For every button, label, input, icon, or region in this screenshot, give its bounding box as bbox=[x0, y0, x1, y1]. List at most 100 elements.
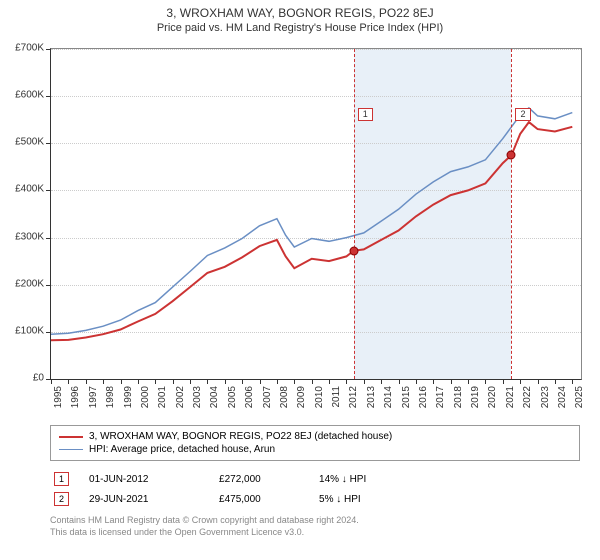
legend-row: 3, WROXHAM WAY, BOGNOR REGIS, PO22 8EJ (… bbox=[59, 430, 571, 443]
legend-swatch bbox=[59, 449, 83, 451]
legend-swatch bbox=[59, 436, 83, 438]
x-axis-label: 2025 bbox=[574, 386, 585, 408]
x-tick bbox=[416, 379, 417, 384]
legend-and-footer: 3, WROXHAM WAY, BOGNOR REGIS, PO22 8EJ (… bbox=[50, 425, 580, 538]
y-tick bbox=[46, 238, 51, 239]
legend-label: 3, WROXHAM WAY, BOGNOR REGIS, PO22 8EJ (… bbox=[89, 431, 392, 442]
x-axis-label: 2007 bbox=[262, 386, 273, 408]
sale-id-box: 1 bbox=[54, 472, 69, 486]
x-axis-label: 2016 bbox=[418, 386, 429, 408]
x-tick bbox=[242, 379, 243, 384]
x-axis-label: 2015 bbox=[401, 386, 412, 408]
series-property bbox=[51, 122, 572, 340]
legend-label: HPI: Average price, detached house, Arun bbox=[89, 444, 275, 455]
x-tick bbox=[103, 379, 104, 384]
y-axis-label: £300K bbox=[15, 231, 44, 242]
x-tick bbox=[399, 379, 400, 384]
sale-id-box: 2 bbox=[54, 492, 69, 506]
sale-point bbox=[507, 151, 516, 160]
x-tick bbox=[503, 379, 504, 384]
y-tick bbox=[46, 332, 51, 333]
x-axis-label: 1997 bbox=[88, 386, 99, 408]
x-tick bbox=[121, 379, 122, 384]
x-tick bbox=[555, 379, 556, 384]
y-tick bbox=[46, 285, 51, 286]
x-axis-label: 2021 bbox=[505, 386, 516, 408]
sale-label-box: 1 bbox=[358, 108, 373, 121]
footer-line1: Contains HM Land Registry data © Crown c… bbox=[50, 515, 580, 527]
legend-row: HPI: Average price, detached house, Arun bbox=[59, 443, 571, 456]
footer-line2: This data is licensed under the Open Gov… bbox=[50, 527, 580, 539]
x-tick bbox=[68, 379, 69, 384]
y-tick bbox=[46, 49, 51, 50]
x-tick bbox=[346, 379, 347, 384]
sales-table: 1 01-JUN-2012£272,00014% ↓ HPI 2 29-JUN-202… bbox=[50, 469, 580, 509]
y-axis-label: £600K bbox=[15, 90, 44, 101]
x-tick bbox=[294, 379, 295, 384]
sale-price: £272,000 bbox=[219, 474, 319, 485]
y-axis-label: £500K bbox=[15, 137, 44, 148]
x-tick bbox=[225, 379, 226, 384]
x-axis-label: 2018 bbox=[453, 386, 464, 408]
y-axis-label: £700K bbox=[15, 43, 44, 54]
y-tick bbox=[46, 190, 51, 191]
x-axis-label: 2001 bbox=[157, 386, 168, 408]
x-tick bbox=[138, 379, 139, 384]
x-tick bbox=[312, 379, 313, 384]
x-tick bbox=[572, 379, 573, 384]
sale-price: £475,000 bbox=[219, 494, 319, 505]
sale-date: 01-JUN-2012 bbox=[89, 474, 219, 485]
y-tick bbox=[46, 143, 51, 144]
x-axis-label: 2005 bbox=[227, 386, 238, 408]
x-tick bbox=[329, 379, 330, 384]
x-axis-label: 1998 bbox=[105, 386, 116, 408]
y-axis-label: £200K bbox=[15, 278, 44, 289]
x-axis-label: 2003 bbox=[192, 386, 203, 408]
x-tick bbox=[451, 379, 452, 384]
line-svg bbox=[51, 49, 581, 379]
x-axis-label: 2011 bbox=[331, 386, 342, 408]
y-axis-label: £0 bbox=[33, 373, 44, 384]
sale-date: 29-JUN-2021 bbox=[89, 494, 219, 505]
sale-vline bbox=[354, 49, 355, 379]
sale-label-box: 2 bbox=[515, 108, 530, 121]
x-axis-label: 2013 bbox=[366, 386, 377, 408]
x-axis-label: 2012 bbox=[348, 386, 359, 408]
y-axis-label: £100K bbox=[15, 325, 44, 336]
x-axis-label: 2004 bbox=[209, 386, 220, 408]
footer-text: Contains HM Land Registry data © Crown c… bbox=[50, 515, 580, 538]
sale-vline bbox=[511, 49, 512, 379]
x-axis-label: 2024 bbox=[557, 386, 568, 408]
chart-container: 3, WROXHAM WAY, BOGNOR REGIS, PO22 8EJ P… bbox=[0, 0, 600, 560]
x-axis-label: 2010 bbox=[314, 386, 325, 408]
page-subtitle: Price paid vs. HM Land Registry's House … bbox=[0, 20, 600, 34]
sale-row: 2 29-JUN-2021£475,0005% ↓ HPI bbox=[50, 489, 580, 509]
x-axis-label: 2014 bbox=[383, 386, 394, 408]
x-tick bbox=[468, 379, 469, 384]
x-axis-label: 2023 bbox=[540, 386, 551, 408]
x-tick bbox=[433, 379, 434, 384]
x-axis-label: 2022 bbox=[522, 386, 533, 408]
sale-point bbox=[349, 246, 358, 255]
sale-delta: 5% ↓ HPI bbox=[319, 494, 419, 505]
x-tick bbox=[86, 379, 87, 384]
x-axis-label: 2006 bbox=[244, 386, 255, 408]
x-tick bbox=[51, 379, 52, 384]
y-axis-label: £400K bbox=[15, 184, 44, 195]
x-axis-label: 2009 bbox=[296, 386, 307, 408]
x-tick bbox=[173, 379, 174, 384]
legend-box: 3, WROXHAM WAY, BOGNOR REGIS, PO22 8EJ (… bbox=[50, 425, 580, 461]
x-axis-label: 1996 bbox=[70, 386, 81, 408]
x-tick bbox=[364, 379, 365, 384]
x-tick bbox=[520, 379, 521, 384]
x-tick bbox=[381, 379, 382, 384]
x-axis-label: 2019 bbox=[470, 386, 481, 408]
x-tick bbox=[538, 379, 539, 384]
x-tick bbox=[207, 379, 208, 384]
x-axis-label: 2008 bbox=[279, 386, 290, 408]
page-title: 3, WROXHAM WAY, BOGNOR REGIS, PO22 8EJ bbox=[0, 0, 600, 20]
series-hpi bbox=[51, 108, 572, 334]
sale-row: 1 01-JUN-2012£272,00014% ↓ HPI bbox=[50, 469, 580, 489]
sale-delta: 14% ↓ HPI bbox=[319, 474, 419, 485]
x-axis-label: 2002 bbox=[175, 386, 186, 408]
